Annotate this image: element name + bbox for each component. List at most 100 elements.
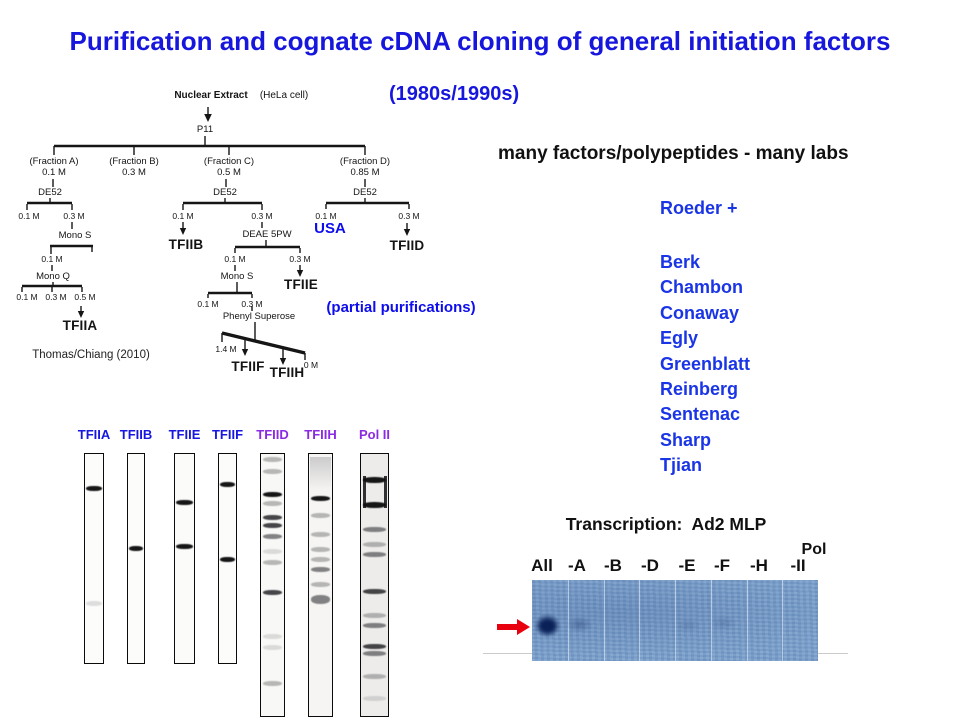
gel-lane-separator <box>710 580 712 661</box>
flowchart-label: TFIIB <box>168 237 204 252</box>
flowchart-label: 0.3 M <box>63 211 85 221</box>
gel-band <box>262 534 283 540</box>
gel-band <box>262 514 283 520</box>
gel-lane-separator <box>675 580 676 661</box>
flowchart-label: 0.3 M <box>251 211 273 221</box>
gel-lane-separator <box>782 580 784 661</box>
gel-lane <box>308 453 333 717</box>
gel-band <box>86 601 102 607</box>
flowchart-label: TFIID <box>389 238 425 253</box>
gel-band <box>362 644 387 650</box>
gel-lane-label: TFIIF <box>211 427 244 442</box>
gel-lane-label: TFIID <box>256 427 289 442</box>
flowchart-label: 0.85 M <box>350 167 380 178</box>
gel-lane <box>127 453 145 664</box>
gel-band <box>362 588 387 594</box>
flowchart-arrowheads <box>77 114 411 365</box>
flowchart-label: P11 <box>196 124 214 135</box>
gel-bracket-bar <box>363 476 367 509</box>
gel-band <box>262 501 283 507</box>
gel-band <box>362 552 387 558</box>
flowchart-label: 0.1 M <box>16 292 38 302</box>
gel-band <box>310 557 331 563</box>
gel-band <box>310 547 331 553</box>
transcription-title: Transcription: Ad2 MLP <box>565 514 767 534</box>
flowchart-label: TFIIF <box>231 359 265 374</box>
gel-band <box>262 634 283 640</box>
lab-name: Egly <box>660 328 699 349</box>
lab-name: Greenblatt <box>660 353 751 374</box>
flowchart-label: DE52 <box>213 187 237 198</box>
subtitle-many-labs: many factors/polypeptides - many labs <box>498 143 849 164</box>
gel-band <box>362 527 387 533</box>
gel-lane <box>260 453 285 717</box>
transcription-lane-label: -D <box>641 556 659 575</box>
gel-lane-separator <box>639 580 641 661</box>
flowchart-label: Thomas/Chiang (2010) <box>32 349 150 361</box>
flowchart-label: 1.4 M <box>215 344 237 354</box>
flowchart-label: DEAE 5PW <box>242 229 292 240</box>
lab-name: Reinberg <box>660 379 739 400</box>
lab-name: Sharp <box>660 429 712 450</box>
gel-band <box>262 560 283 566</box>
transcription-lane-label: All <box>531 556 553 575</box>
transcription-lane-label: -E <box>678 556 696 575</box>
transcription-lane-label: -H <box>750 556 768 575</box>
gel-bracket-bar <box>383 476 387 509</box>
transcription-band <box>566 616 593 633</box>
transcription-lane-label: -II <box>790 556 806 575</box>
flowchart-label: (Fraction D) <box>339 156 391 167</box>
gel-band <box>262 680 283 686</box>
lab-name: Tjian <box>660 455 703 476</box>
gel-band <box>262 468 283 474</box>
gel-lane-separator <box>567 580 569 661</box>
flowchart-label: Mono Q <box>36 271 70 282</box>
gel-lane <box>84 453 104 664</box>
flowchart-label: Mono S <box>220 271 254 282</box>
flowchart-label: TFIIA <box>62 318 98 333</box>
gel-band <box>310 495 331 501</box>
lab-name: Sentenac <box>660 404 741 425</box>
flowchart-label: (Fraction A) <box>29 156 79 167</box>
lab-name: Conaway <box>660 302 740 323</box>
flowchart-label: (Fraction B) <box>109 156 159 167</box>
gel-band <box>362 695 387 701</box>
gel-band <box>310 532 331 538</box>
transcription-lane-label: -F <box>713 556 731 575</box>
flowchart-label: 0.3 M <box>45 292 67 302</box>
flowchart-label: USA <box>314 220 346 237</box>
flowchart-label: Phenyl Superose <box>222 311 296 322</box>
lab-name: Chambon <box>660 277 743 298</box>
gel-band <box>262 589 283 595</box>
flowchart-label: 0.3 M <box>289 254 311 264</box>
gel-lane <box>218 453 237 664</box>
gel-band <box>220 481 235 487</box>
flowchart-label: 0.1 M <box>41 254 63 264</box>
flowchart-label: 0 M <box>303 360 319 370</box>
gel-smear <box>309 456 332 491</box>
gel-lane-separator <box>603 580 605 661</box>
gel-band <box>176 500 193 506</box>
gel-lane <box>360 453 389 717</box>
flowchart-label: 0.5 M <box>74 292 96 302</box>
gel-band <box>176 544 193 550</box>
red-arrow <box>497 624 518 630</box>
gel-band <box>362 673 387 679</box>
flowchart-label: TFIIH <box>269 365 305 380</box>
transcription-pol-label: Pol <box>801 541 827 558</box>
gel-band <box>262 549 283 555</box>
gel-band <box>262 522 283 528</box>
flowchart-label: TFIIE <box>284 277 318 292</box>
gel-lane-label: TFIIH <box>304 427 337 442</box>
gel-band <box>362 501 387 508</box>
gel-band <box>362 542 387 548</box>
gel-lane-label: TFIIA <box>77 427 111 442</box>
era-label: (1980s/1990s) <box>389 83 520 105</box>
gel-band <box>362 623 387 629</box>
lab-name-lead: Roeder + <box>660 198 738 218</box>
gel-band <box>262 491 283 497</box>
flowchart-label: 0.1 M <box>18 211 40 221</box>
flowchart-label: 0.3 M <box>241 299 263 309</box>
flowchart-label: 0.5 M <box>217 167 241 178</box>
